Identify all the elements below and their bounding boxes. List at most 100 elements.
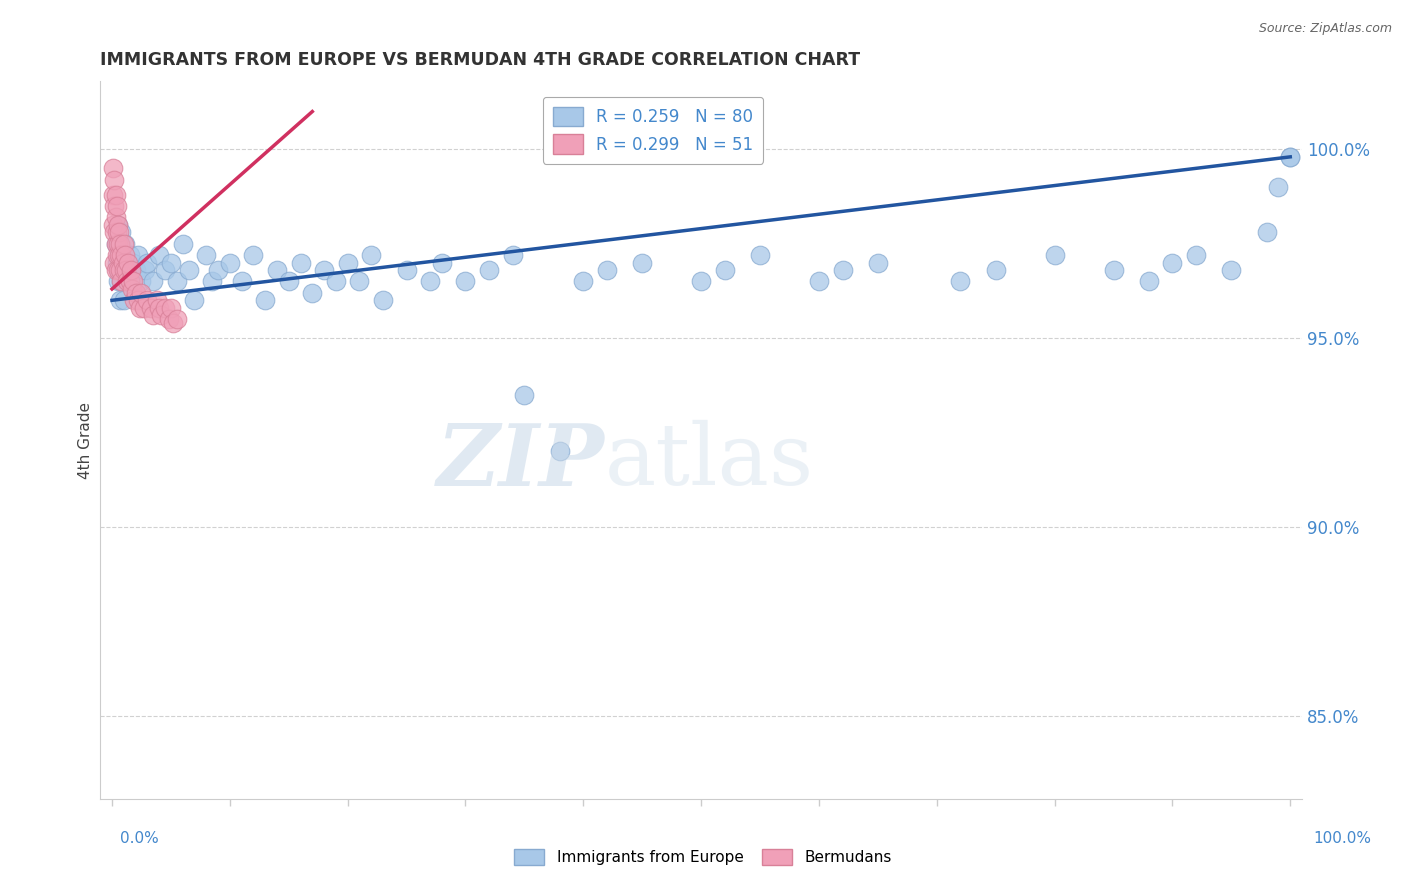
Point [572, 275, 595, 289]
Point [117, 255, 139, 269]
Point [325, 275, 347, 289]
Point [105, 248, 128, 262]
Point [713, 263, 735, 277]
Point [866, 255, 889, 269]
Point [118, 248, 141, 262]
Point [160, 255, 183, 269]
Point [117, 263, 139, 277]
Point [120, 263, 142, 277]
Point [454, 275, 477, 289]
Point [749, 248, 772, 262]
Point [201, 275, 224, 289]
Point [110, 275, 132, 289]
Point [314, 263, 336, 277]
Point [108, 263, 131, 277]
Point [101, 161, 124, 176]
Point [1185, 248, 1208, 262]
Point [127, 293, 149, 308]
Point [360, 248, 382, 262]
Point [105, 199, 128, 213]
Point [231, 275, 253, 289]
Point [690, 275, 713, 289]
Point [114, 236, 136, 251]
Point [807, 275, 830, 289]
Point [1279, 150, 1302, 164]
Point [1256, 226, 1278, 240]
Point [513, 388, 536, 402]
Point [153, 263, 176, 277]
Point [831, 263, 853, 277]
Point [148, 248, 170, 262]
Point [136, 293, 159, 308]
Point [111, 248, 134, 262]
Point [242, 248, 264, 262]
Point [349, 275, 371, 289]
Point [207, 263, 229, 277]
Point [129, 301, 152, 315]
Point [195, 248, 218, 262]
Point [110, 263, 132, 277]
Point [101, 187, 124, 202]
Point [131, 275, 153, 289]
Point [266, 263, 288, 277]
Point [336, 255, 359, 269]
Point [371, 293, 394, 308]
Point [112, 293, 135, 308]
Text: 100.0%: 100.0% [1313, 831, 1371, 846]
Point [984, 263, 1007, 277]
Point [104, 187, 127, 202]
Point [254, 293, 277, 308]
Point [1043, 248, 1066, 262]
Point [134, 263, 156, 277]
Point [103, 226, 125, 240]
Point [108, 226, 131, 240]
Point [124, 263, 146, 277]
Point [117, 275, 139, 289]
Legend: R = 0.259   N = 80, R = 0.299   N = 51: R = 0.259 N = 80, R = 0.299 N = 51 [543, 97, 763, 164]
Point [548, 444, 571, 458]
Point [162, 316, 184, 330]
Point [183, 293, 205, 308]
Point [122, 275, 145, 289]
Point [142, 309, 165, 323]
Point [301, 285, 323, 300]
Point [104, 263, 127, 277]
Point [124, 285, 146, 300]
Text: ZIP: ZIP [437, 420, 605, 503]
Point [112, 263, 135, 277]
Point [103, 199, 125, 213]
Point [1279, 150, 1302, 164]
Point [105, 255, 128, 269]
Point [277, 275, 299, 289]
Point [177, 263, 200, 277]
Point [110, 275, 132, 289]
Point [430, 255, 453, 269]
Point [105, 226, 128, 240]
Point [1161, 255, 1184, 269]
Point [112, 236, 135, 251]
Point [153, 301, 176, 315]
Point [139, 301, 162, 315]
Text: 0.0%: 0.0% [120, 831, 159, 846]
Point [166, 275, 188, 289]
Point [157, 312, 180, 326]
Point [142, 275, 165, 289]
Y-axis label: 4th Grade: 4th Grade [79, 401, 93, 478]
Point [108, 248, 131, 262]
Point [290, 255, 312, 269]
Point [118, 275, 141, 289]
Point [120, 263, 142, 277]
Point [101, 218, 124, 232]
Point [949, 275, 972, 289]
Point [107, 218, 129, 232]
Point [117, 275, 139, 289]
Point [395, 263, 418, 277]
Point [112, 263, 135, 277]
Point [114, 248, 136, 262]
Point [115, 255, 138, 269]
Point [218, 255, 240, 269]
Text: IMMIGRANTS FROM EUROPE VS BERMUDAN 4TH GRADE CORRELATION CHART: IMMIGRANTS FROM EUROPE VS BERMUDAN 4TH G… [100, 51, 860, 69]
Point [1220, 263, 1243, 277]
Point [103, 255, 125, 269]
Point [136, 255, 159, 269]
